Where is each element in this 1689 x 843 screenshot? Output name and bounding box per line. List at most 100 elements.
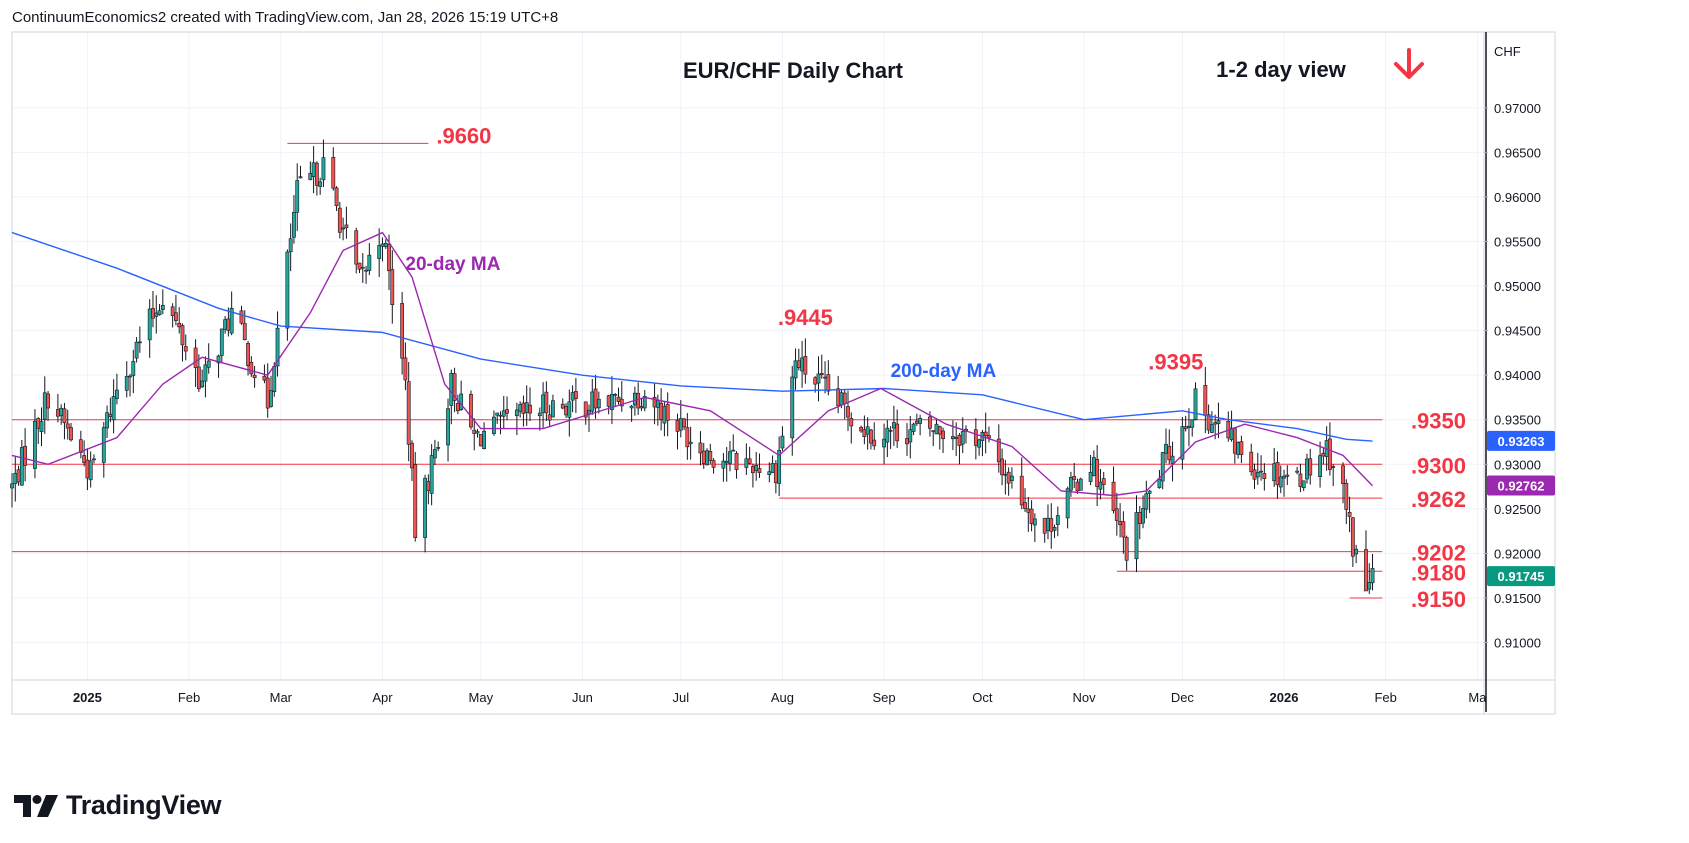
candle-down	[1364, 549, 1368, 592]
candle-up	[911, 423, 916, 432]
candle-up	[518, 404, 523, 412]
candle-down	[387, 244, 391, 272]
candle-down	[1298, 473, 1303, 487]
chart-title: EUR/CHF Daily Chart	[683, 58, 904, 83]
candle-down	[819, 373, 824, 376]
candle-up	[567, 401, 572, 418]
candle-up	[475, 431, 480, 434]
candle-down	[1344, 483, 1349, 510]
candle-down	[357, 262, 362, 270]
ma20-label: 20-day MA	[405, 254, 500, 275]
candle-up	[288, 238, 293, 253]
ma200-line	[11, 231, 1373, 442]
tradingview-logo-icon	[14, 794, 58, 817]
candle-down	[1239, 441, 1244, 455]
candle-down	[826, 374, 831, 392]
candle-down	[849, 418, 854, 427]
candle-down	[390, 269, 395, 305]
price-tag-ma200	[1487, 430, 1555, 451]
level-label: .9300	[1411, 453, 1466, 478]
moving-averages	[11, 231, 1374, 497]
candle-down	[180, 325, 185, 346]
candle-up	[882, 438, 886, 448]
candle-down	[796, 360, 801, 368]
candle-down	[682, 418, 686, 428]
candle-up	[731, 449, 736, 452]
candle-down	[521, 402, 526, 414]
candle-up	[800, 357, 804, 372]
candle-down	[1328, 438, 1332, 470]
candle-down	[708, 450, 713, 461]
y-tick-label: 0.93000	[1494, 457, 1541, 472]
candle-up	[777, 449, 782, 484]
candle-down	[931, 430, 936, 432]
y-tick-label: 0.91500	[1494, 591, 1541, 606]
candle-down	[334, 187, 339, 207]
candle-down	[403, 357, 408, 381]
candle-up	[318, 181, 323, 187]
candle-up	[13, 473, 18, 484]
candle-down	[85, 459, 90, 479]
candle-up	[380, 243, 385, 247]
candle-down	[859, 427, 864, 432]
candle-up	[1272, 463, 1277, 482]
tradingview-brand[interactable]: TradingView	[14, 790, 222, 821]
candle-up	[436, 447, 441, 449]
chart-frame	[11, 31, 1556, 715]
candle-up	[632, 392, 637, 406]
candle-up	[1193, 388, 1198, 420]
level-label: .9445	[778, 305, 833, 330]
candle-up	[610, 394, 614, 411]
candle-up	[839, 392, 844, 406]
candle-down	[813, 377, 818, 385]
candle-up	[308, 172, 313, 180]
candle-down	[846, 406, 850, 418]
candle-up	[1170, 455, 1175, 464]
level-label: .9660	[436, 123, 491, 148]
candle-up	[1216, 420, 1221, 424]
candle-up	[137, 341, 142, 344]
candle-up	[1147, 490, 1152, 494]
candle-down	[1118, 520, 1122, 526]
candle-up	[1318, 455, 1322, 477]
candle-up	[770, 463, 775, 473]
candle-down	[564, 406, 568, 416]
level-label: .9150	[1411, 587, 1466, 612]
y-tick-label: 0.94000	[1494, 368, 1541, 383]
candle-down	[183, 346, 188, 352]
down-arrow-icon	[1394, 48, 1424, 79]
y-tick-label: 0.93500	[1494, 413, 1541, 428]
candle-up	[39, 421, 44, 432]
candle-up	[124, 376, 129, 391]
candle-up	[219, 328, 224, 356]
candle-down	[954, 437, 959, 439]
candle-up	[1010, 475, 1014, 481]
candle-up	[918, 417, 923, 424]
x-tick-label: Feb	[178, 690, 200, 705]
candle-down	[665, 404, 670, 421]
candle-up	[364, 269, 368, 272]
candle-up	[377, 245, 382, 259]
candle-up	[885, 427, 890, 443]
candle-down	[151, 308, 155, 319]
candle-down	[606, 395, 611, 407]
candle-up	[111, 396, 116, 421]
currency-label: CHF	[1494, 44, 1521, 59]
candle-up	[200, 380, 205, 388]
candle-up	[1301, 480, 1306, 489]
y-tick-label: 0.96000	[1494, 190, 1541, 205]
candle-down	[331, 157, 336, 189]
candle-down	[265, 377, 270, 409]
x-tick-label: Feb	[1374, 690, 1396, 705]
candle-down	[36, 418, 41, 429]
candle-down	[1350, 517, 1355, 557]
candle-up	[229, 307, 234, 334]
candle-up	[1164, 443, 1168, 454]
candle-up	[134, 341, 139, 359]
candle-up	[272, 366, 277, 393]
candle-up	[275, 327, 280, 367]
candle-up	[1354, 548, 1359, 555]
candle-down	[413, 464, 418, 538]
candle-up	[613, 394, 618, 396]
